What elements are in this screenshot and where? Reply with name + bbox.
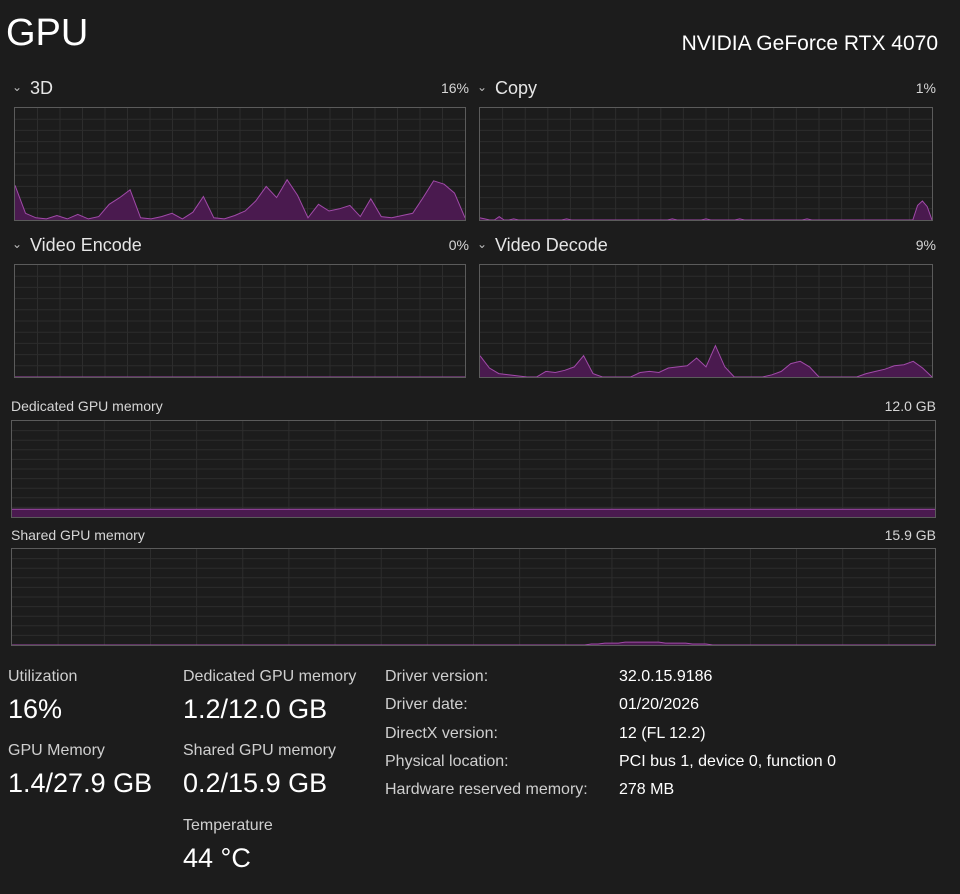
- dedicated-memory-graph-label: Dedicated GPU memory: [11, 398, 163, 414]
- engine-label: Copy: [495, 78, 538, 98]
- dedicated-memory-graph-max: 12.0 GB: [884, 398, 936, 414]
- graph-shared-memory-svg: [12, 549, 935, 645]
- info-key-hardware-reserved-memory: Hardware reserved memory:: [385, 781, 588, 798]
- engine-percent: 16%: [440, 80, 469, 96]
- engine-percent: 1%: [915, 80, 936, 96]
- info-value-driver-date: 01/20/2026: [619, 696, 700, 713]
- shared-memory-graph-max: 15.9 GB: [884, 527, 936, 543]
- series-line: [15, 178, 465, 220]
- temperature-value: 44 °C: [183, 843, 251, 873]
- series-area: [15, 179, 465, 220]
- series-area: [480, 345, 932, 377]
- dedicated-memory-value: 1.2/12.0 GB: [183, 694, 328, 724]
- series-line: [480, 344, 932, 377]
- info-value-driver-version: 32.0.15.9186: [619, 668, 713, 685]
- engine-selector-copy[interactable]: ⌄ Copy: [477, 79, 537, 97]
- info-key-driver-version: Driver version:: [385, 668, 489, 685]
- engine-label: 3D: [30, 78, 54, 98]
- engine-label: Video Encode: [30, 235, 142, 255]
- temperature-label: Temperature: [183, 817, 273, 834]
- graph-3d-svg: [15, 108, 465, 220]
- dedicated-memory-label: Dedicated GPU memory: [183, 668, 357, 685]
- graph-dedicated-memory-svg: [12, 421, 935, 517]
- info-value-physical-location: PCI bus 1, device 0, function 0: [619, 753, 837, 770]
- shared-memory-value: 0.2/15.9 GB: [183, 768, 328, 798]
- utilization-value: 16%: [8, 694, 63, 724]
- info-key-physical-location: Physical location:: [385, 753, 509, 770]
- chevron-down-icon: ⌄: [477, 237, 488, 251]
- graph-video-decode: [479, 264, 933, 378]
- graph-copy: [479, 107, 933, 221]
- chevron-down-icon: ⌄: [12, 237, 23, 251]
- gpu-memory-value: 1.4/27.9 GB: [8, 768, 153, 798]
- engine-selector-video-decode[interactable]: ⌄ Video Decode: [477, 236, 608, 254]
- utilization-label: Utilization: [8, 668, 78, 685]
- graph-video-decode-svg: [480, 265, 932, 377]
- series-line: [480, 200, 932, 220]
- device-name: NVIDIA GeForce RTX 4070: [681, 32, 938, 55]
- info-key-directx-version: DirectX version:: [385, 725, 498, 742]
- graph-video-encode-svg: [15, 265, 465, 377]
- engine-percent: 0%: [448, 237, 469, 253]
- engine-selector-video-encode[interactable]: ⌄ Video Encode: [12, 236, 142, 254]
- info-value-hardware-reserved-memory: 278 MB: [619, 781, 675, 798]
- engine-percent: 9%: [915, 237, 936, 253]
- shared-memory-label: Shared GPU memory: [183, 742, 336, 759]
- shared-memory-graph-label: Shared GPU memory: [11, 527, 145, 543]
- graph-3d: [14, 107, 466, 221]
- info-key-driver-date: Driver date:: [385, 696, 468, 713]
- gpu-memory-label: GPU Memory: [8, 742, 105, 759]
- series-area: [12, 509, 935, 517]
- graph-video-encode: [14, 264, 466, 378]
- chevron-down-icon: ⌄: [477, 80, 488, 94]
- graph-copy-svg: [480, 108, 932, 220]
- graph-shared-memory: [11, 548, 936, 646]
- engine-label: Video Decode: [495, 235, 608, 255]
- graph-dedicated-memory: [11, 420, 936, 518]
- info-value-directx-version: 12 (FL 12.2): [619, 725, 706, 742]
- page-title: GPU: [6, 12, 89, 54]
- engine-selector-3d[interactable]: ⌄ 3D: [12, 79, 53, 97]
- chevron-down-icon: ⌄: [12, 80, 23, 94]
